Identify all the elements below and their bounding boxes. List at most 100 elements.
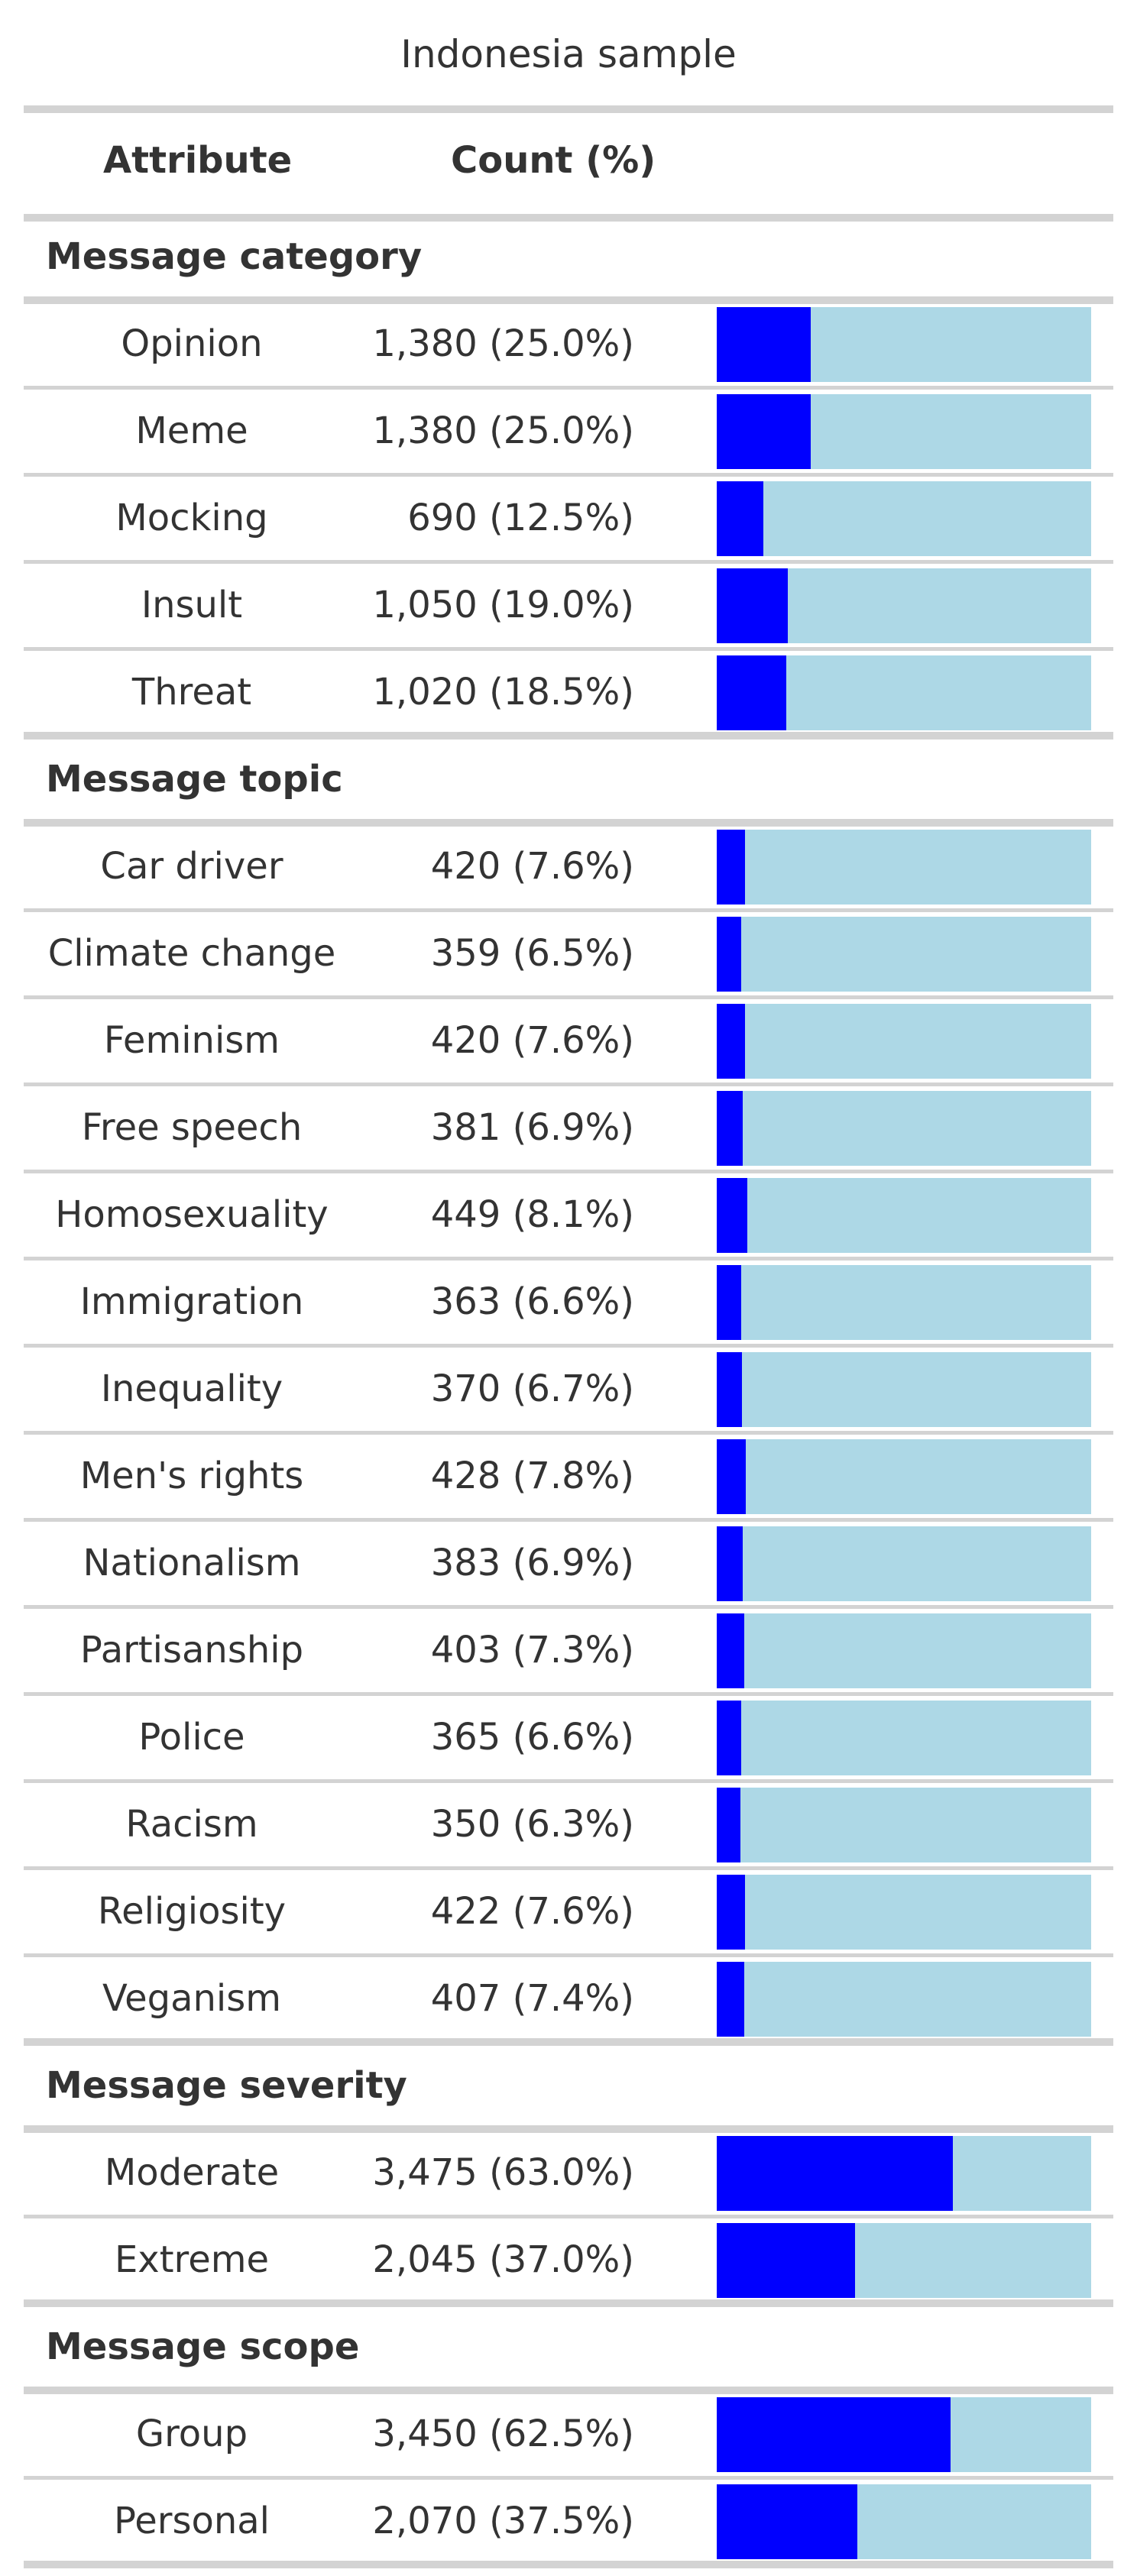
share-bar-track — [717, 307, 1091, 382]
row-rule — [24, 732, 1113, 739]
share-bar-track — [717, 1526, 1091, 1601]
group-label: Message scope — [46, 2325, 360, 2368]
share-bar-fill — [717, 1265, 741, 1340]
share-bar-fill — [717, 1962, 744, 2037]
column-header-count: Count (%) — [451, 139, 656, 182]
share-bar-fill — [717, 1004, 745, 1079]
attribute-cell: Group — [135, 2413, 248, 2455]
share-bar-track — [717, 1178, 1091, 1253]
share-bar-track — [717, 655, 1091, 730]
count-cell: 3,450 (62.5%) — [372, 2413, 634, 2455]
count-cell: 381 (6.9%) — [430, 1106, 634, 1149]
attribute-cell: Car driver — [100, 845, 283, 888]
attribute-cell: Personal — [113, 2500, 270, 2542]
row-rule — [24, 2476, 1113, 2480]
count-cell: 690 (12.5%) — [407, 497, 634, 539]
share-bar-fill — [717, 1091, 743, 1166]
attribute-cell: Feminism — [103, 1019, 280, 1062]
share-bar-fill — [717, 1701, 741, 1775]
share-bar-fill — [717, 394, 811, 469]
count-cell: 383 (6.9%) — [430, 1542, 634, 1584]
count-cell: 1,050 (19.0%) — [372, 584, 634, 626]
share-bar-track — [717, 1788, 1091, 1862]
count-cell: 1,380 (25.0%) — [372, 322, 634, 365]
share-bar-fill — [717, 1526, 743, 1601]
count-cell: 420 (7.6%) — [430, 1019, 634, 1062]
row-rule — [24, 560, 1113, 564]
row-rule — [24, 1344, 1113, 1348]
attribute-cell: Free speech — [81, 1106, 303, 1149]
row-rule — [24, 1518, 1113, 1522]
share-bar-fill — [717, 1788, 740, 1862]
row-rule — [24, 908, 1113, 912]
row-rule — [24, 1257, 1113, 1260]
share-bar-track — [717, 2484, 1091, 2559]
share-bar-track — [717, 830, 1091, 905]
attribute-cell: Inequality — [100, 1367, 283, 1410]
share-bar-track — [717, 568, 1091, 643]
row-rule — [24, 647, 1113, 651]
group-rule — [24, 819, 1113, 827]
share-bar-fill — [717, 917, 741, 992]
count-cell: 1,020 (18.5%) — [372, 671, 634, 714]
table-title: Indonesia sample — [400, 32, 737, 76]
row-rule — [24, 2215, 1113, 2218]
share-bar-track — [717, 394, 1091, 469]
share-bar-fill — [717, 1352, 742, 1427]
row-rule — [24, 2299, 1113, 2307]
attribute-cell: Homosexuality — [55, 1193, 329, 1236]
share-bar-track — [717, 1352, 1091, 1427]
attribute-cell: Climate change — [47, 932, 336, 975]
count-cell: 365 (6.6%) — [430, 1716, 634, 1759]
share-bar-track — [717, 2223, 1091, 2298]
attribute-cell: Religiosity — [97, 1890, 287, 1933]
attribute-cell: Men's rights — [79, 1455, 304, 1497]
share-bar-fill — [717, 1613, 744, 1688]
share-bar-track — [717, 1265, 1091, 1340]
group-rule — [24, 2387, 1113, 2394]
share-bar-track — [717, 917, 1091, 992]
share-bar-fill — [717, 830, 745, 905]
group-label: Message severity — [46, 2064, 407, 2107]
count-cell: 1,380 (25.0%) — [372, 409, 634, 452]
count-cell: 2,070 (37.5%) — [372, 2500, 634, 2542]
share-bar-track — [717, 1091, 1091, 1166]
top-rule — [24, 105, 1113, 113]
count-cell: 449 (8.1%) — [430, 1193, 634, 1236]
attribute-cell: Veganism — [102, 1977, 282, 2020]
count-cell: 370 (6.7%) — [430, 1367, 634, 1410]
row-rule — [24, 1692, 1113, 1696]
column-header-attribute: Attribute — [103, 139, 293, 182]
group-label: Message topic — [46, 758, 343, 801]
count-cell: 2,045 (37.0%) — [372, 2238, 634, 2281]
share-bar-track — [717, 1875, 1091, 1950]
row-rule — [24, 2038, 1113, 2046]
count-cell: 3,475 (63.0%) — [372, 2151, 634, 2194]
attribute-cell: Meme — [135, 409, 248, 452]
share-bar-track — [717, 1613, 1091, 1688]
attribute-cell: Insult — [141, 584, 243, 626]
share-bar-fill — [717, 568, 788, 643]
header-rule — [24, 214, 1113, 222]
attribute-cell: Opinion — [121, 322, 263, 365]
share-bar-fill — [717, 2484, 857, 2559]
count-cell: 407 (7.4%) — [430, 1977, 634, 2020]
row-rule — [24, 1779, 1113, 1783]
row-rule — [24, 995, 1113, 999]
share-bar-track — [717, 2136, 1091, 2211]
share-bar-fill — [717, 481, 763, 556]
row-rule — [24, 1866, 1113, 1870]
share-bar-track — [717, 2397, 1091, 2472]
row-rule — [24, 1431, 1113, 1435]
share-bar-fill — [717, 655, 786, 730]
share-bar-track — [717, 481, 1091, 556]
attribute-cell: Nationalism — [83, 1542, 301, 1584]
row-rule — [24, 386, 1113, 390]
count-cell: 350 (6.3%) — [430, 1803, 634, 1846]
count-cell: 428 (7.8%) — [430, 1455, 634, 1497]
row-rule — [24, 2561, 1113, 2568]
share-bar-fill — [717, 1439, 746, 1514]
share-bar-track — [717, 1962, 1091, 2037]
attribute-cell: Moderate — [104, 2151, 280, 2194]
